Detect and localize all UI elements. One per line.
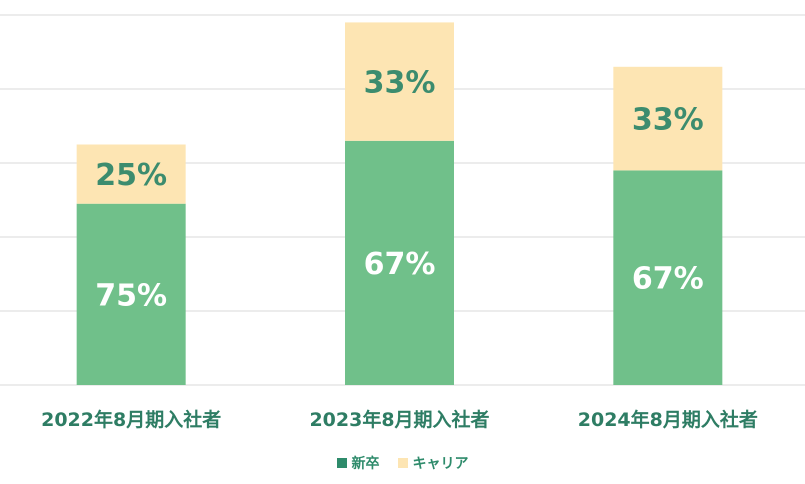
data-label-shinsotsu-0: 75% — [95, 278, 167, 313]
legend-swatch-shinsotsu — [336, 458, 347, 468]
data-label-career-0: 25% — [95, 158, 167, 193]
bar-shinsotsu-2 — [613, 170, 723, 385]
data-label-shinsotsu-2: 67% — [632, 262, 704, 297]
bar-shinsotsu-1 — [345, 140, 454, 385]
bar-career-0 — [76, 144, 186, 204]
x-tick-label-2: 2024年8月期入社者 — [578, 408, 758, 431]
legend: 新卒 キャリア — [0, 453, 805, 473]
x-tick-label-1: 2023年8月期入社者 — [309, 408, 489, 431]
legend-label-career: キャリア — [412, 456, 469, 472]
data-label-shinsotsu-1: 67% — [364, 247, 436, 282]
data-label-career-2: 33% — [632, 103, 704, 138]
bars — [76, 22, 723, 385]
bar-career-2 — [613, 66, 723, 171]
bar-shinsotsu-0 — [76, 203, 186, 385]
x-tick-labels: 2022年8月期入社者 2023年8月期入社者 2024年8月期入社者 — [41, 408, 758, 431]
data-labels: 75% 25% 67% 33% 67% 33% — [95, 66, 703, 314]
legend-label-shinsotsu: 新卒 — [351, 456, 380, 472]
legend-swatch-career — [397, 458, 408, 468]
x-tick-label-0: 2022年8月期入社者 — [41, 408, 221, 431]
data-label-career-1: 33% — [364, 66, 436, 101]
legend-item-shinsotsu: 新卒 — [336, 453, 380, 473]
legend-item-career: キャリア — [397, 453, 469, 473]
bar-career-1 — [345, 22, 454, 141]
